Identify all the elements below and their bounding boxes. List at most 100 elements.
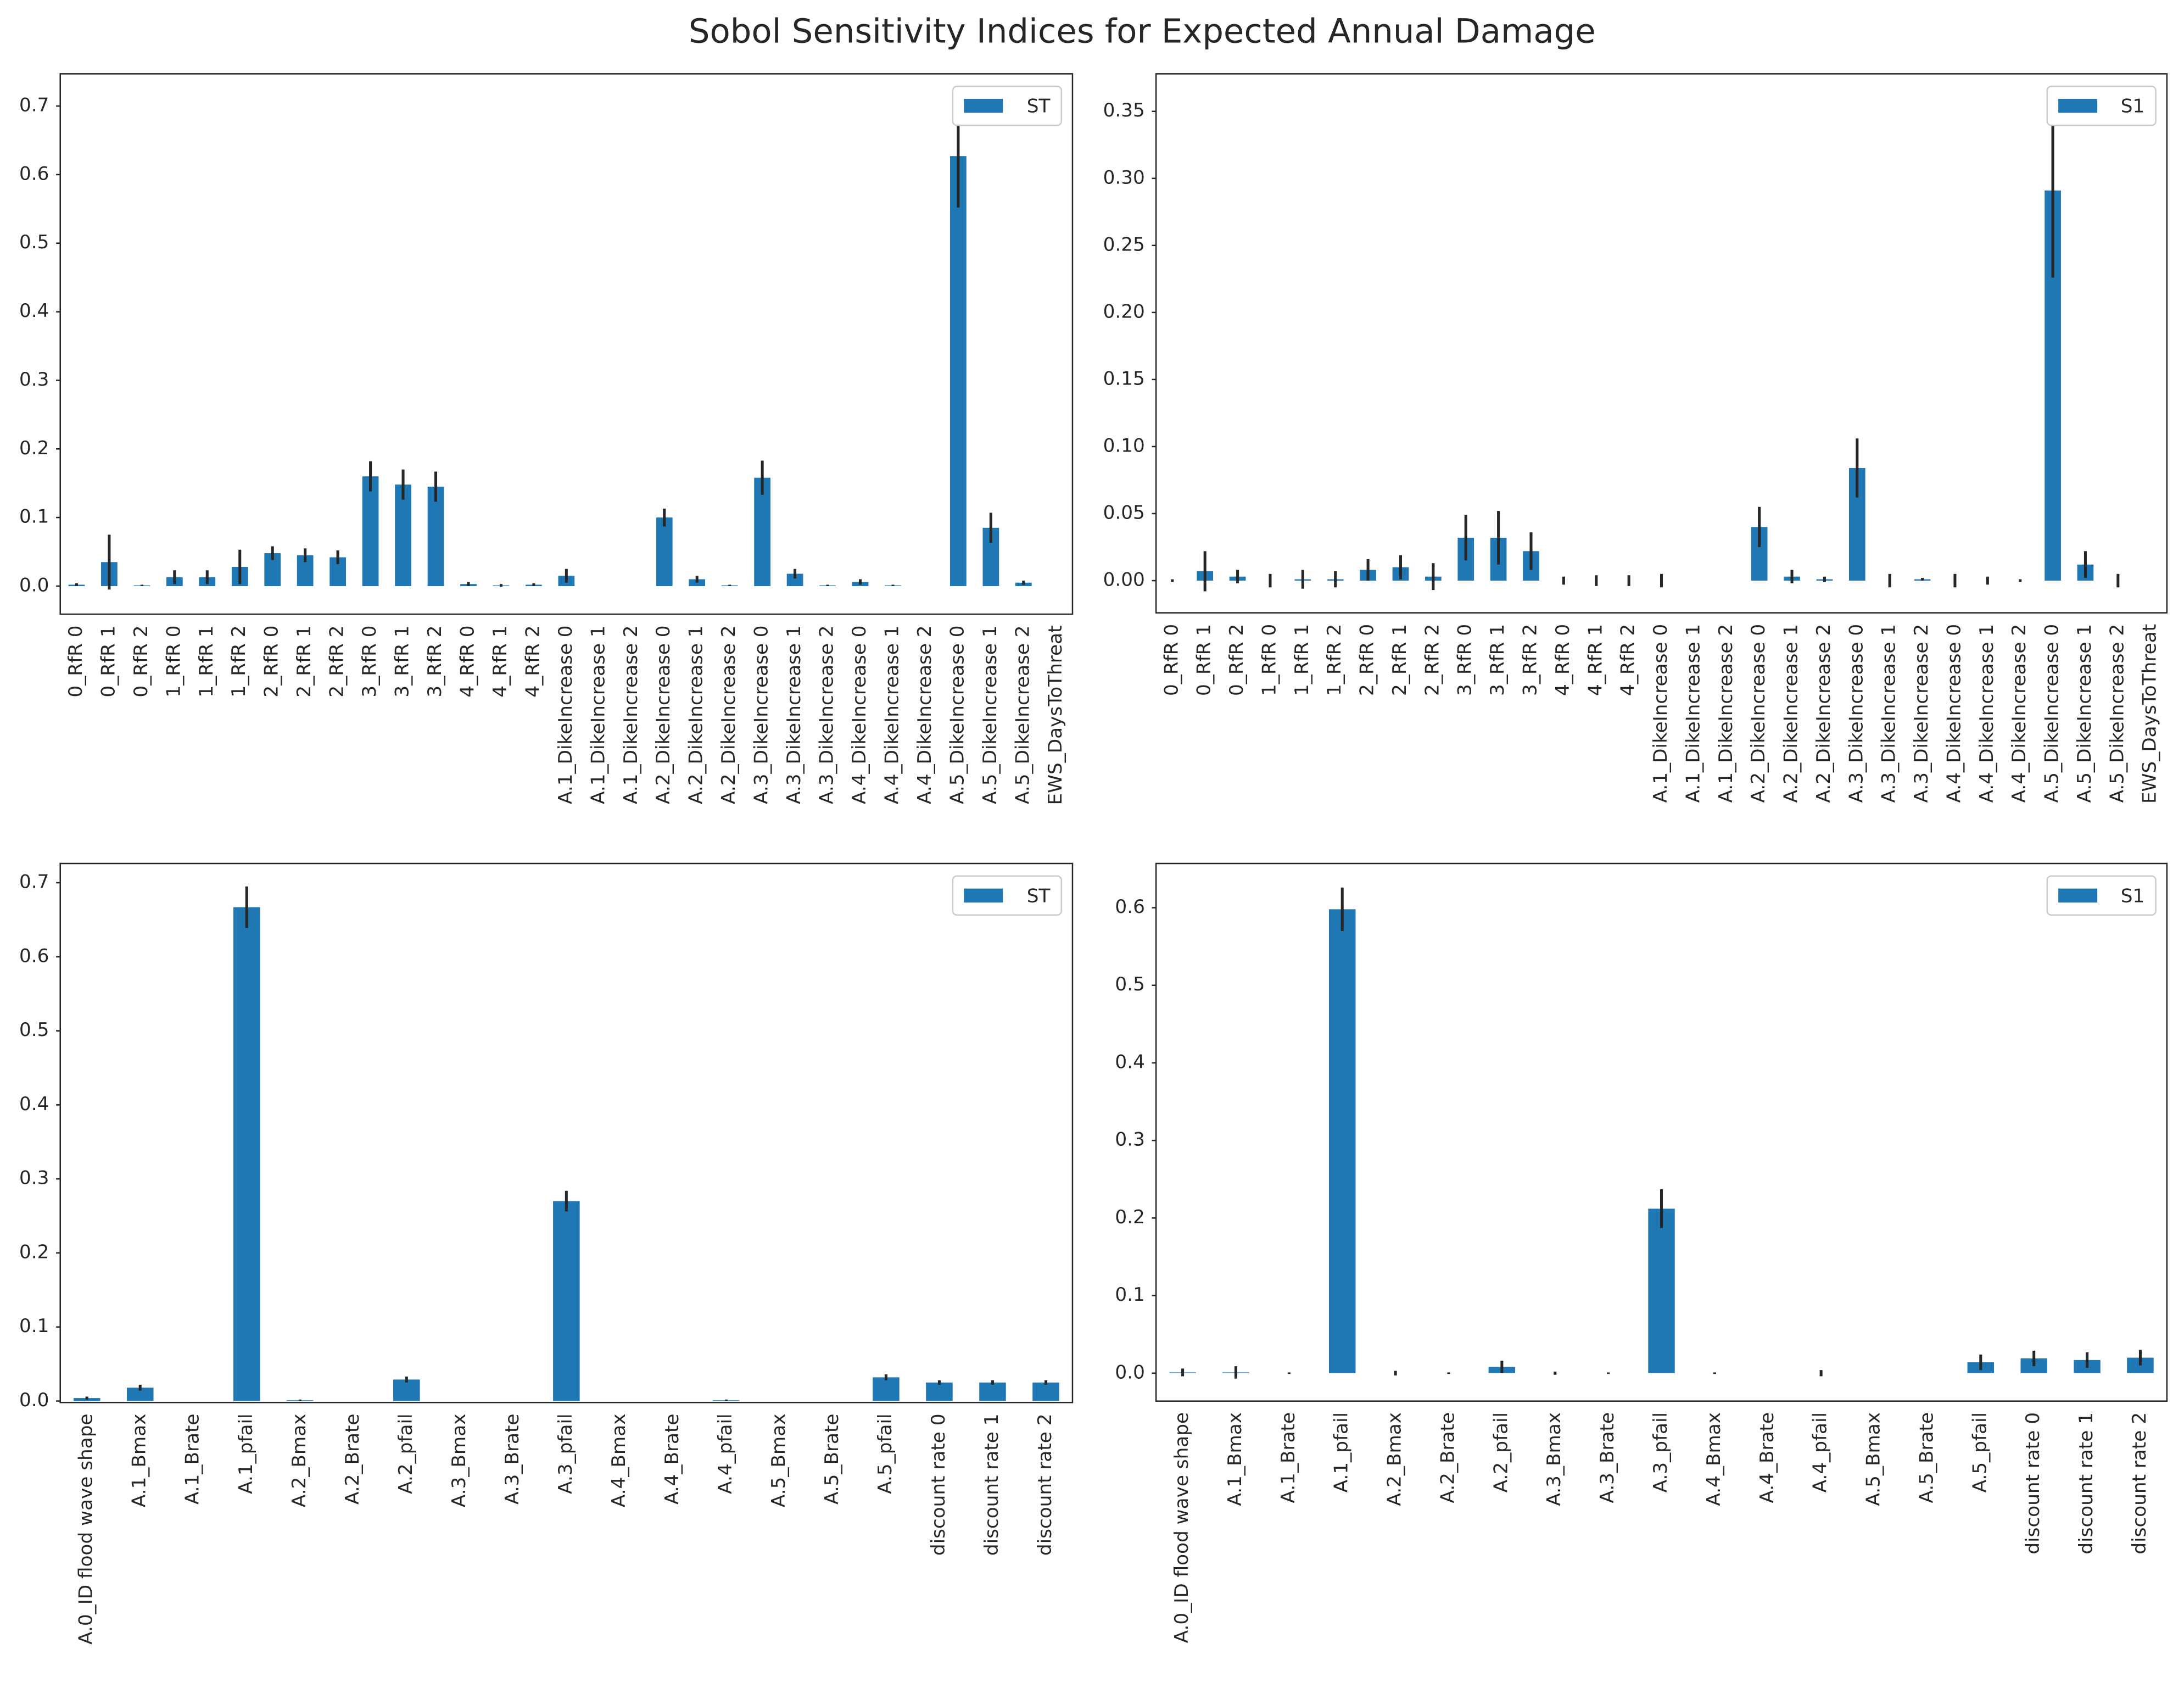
plot-frame xyxy=(1155,73,2168,614)
bar xyxy=(1032,1382,1059,1401)
bar xyxy=(1648,1208,1675,1373)
y-tick-label: 0.5 xyxy=(19,231,49,253)
x-tick-label: 3_RfR 2 xyxy=(424,625,446,697)
legend-swatch xyxy=(2058,99,2098,113)
x-tick-label: 0_RfR 0 xyxy=(1160,624,1182,696)
legend-box xyxy=(952,85,1062,126)
legend-label: ST xyxy=(1027,96,1051,118)
x-tick-label: EWS_DaysToThreat xyxy=(1044,625,1066,805)
x-tick-label: A.5_DikeIncrease 1 xyxy=(2074,624,2096,803)
bar xyxy=(395,484,411,586)
x-tick-label: A.1_Brate xyxy=(1277,1412,1299,1503)
bar xyxy=(786,573,803,586)
y-tick-label: 0.4 xyxy=(1115,1051,1144,1073)
x-tick-label: 3_RfR 1 xyxy=(392,625,414,697)
y-tick-label: 0.5 xyxy=(19,1019,49,1041)
x-tick-label: A.1_Brate xyxy=(182,1414,204,1505)
y-tick-label: 0.1 xyxy=(19,1315,49,1337)
y-tick-label: 0.3 xyxy=(1115,1129,1144,1151)
y-tick-label: 0.0 xyxy=(1115,1361,1144,1383)
x-tick-label: 1_RfR 0 xyxy=(163,625,185,697)
y-tick-label: 0.00 xyxy=(1103,569,1145,591)
y-tick-label: 0.6 xyxy=(19,945,49,967)
x-tick-label: A.4_DikeIncrease 0 xyxy=(848,625,870,804)
x-tick-label: A.4_DikeIncrease 1 xyxy=(881,625,903,804)
x-tick-label: A.3_DikeIncrease 2 xyxy=(816,625,838,804)
x-tick-label: A.5_Brate xyxy=(1915,1412,1937,1503)
y-tick-label: 0.4 xyxy=(19,300,49,322)
y-tick-label: 0.15 xyxy=(1103,367,1145,389)
x-tick-label: A.5_pfail xyxy=(1969,1412,1991,1492)
x-tick-label: A.4_DikeIncrease 1 xyxy=(1976,624,1998,803)
y-tick-label: 0.6 xyxy=(19,163,49,185)
x-tick-label: A.5_Bmax xyxy=(1863,1412,1885,1506)
legend-swatch xyxy=(964,99,1003,113)
x-tick-label: A.1_Bmax xyxy=(1224,1412,1246,1506)
y-tick-label: 0.2 xyxy=(19,437,49,459)
x-tick-label: A.3_DikeIncrease 0 xyxy=(751,625,773,804)
bar xyxy=(873,1377,900,1401)
bar xyxy=(362,476,379,586)
x-tick-label: A.4_Brate xyxy=(1756,1412,1778,1503)
x-tick-label: 2_RfR 0 xyxy=(1356,624,1378,696)
x-tick-label: 1_RfR 2 xyxy=(1323,624,1345,696)
x-tick-label: discount rate 2 xyxy=(2129,1412,2151,1555)
legend-swatch xyxy=(964,888,1003,903)
x-tick-label: discount rate 0 xyxy=(928,1414,949,1556)
x-tick-label: 0_RfR 2 xyxy=(1226,624,1248,696)
x-tick-label: discount rate 0 xyxy=(2022,1412,2044,1555)
x-tick-label: A.5_Brate xyxy=(821,1414,843,1505)
x-tick-label: A.1_Bmax xyxy=(129,1414,150,1508)
x-tick-label: discount rate 1 xyxy=(981,1414,1003,1556)
y-tick-label: 0.30 xyxy=(1103,166,1145,188)
bar xyxy=(427,486,444,586)
x-tick-label: A.4_DikeIncrease 2 xyxy=(914,625,936,804)
x-tick-label: EWS_DaysToThreat xyxy=(2139,624,2161,804)
x-tick-label: A.2_DikeIncrease 0 xyxy=(1747,624,1769,803)
y-tick-label: 0.20 xyxy=(1103,300,1145,322)
y-tick-label: 0.05 xyxy=(1103,502,1145,523)
x-tick-label: A.2_DikeIncrease 0 xyxy=(652,625,674,804)
x-tick-label: 0_RfR 2 xyxy=(130,625,152,697)
x-tick-label: A.2_pfail xyxy=(395,1414,417,1494)
x-tick-label: discount rate 1 xyxy=(2075,1412,2097,1555)
x-tick-label: A.5_DikeIncrease 0 xyxy=(2041,624,2063,803)
x-tick-label: A.2_DikeIncrease 1 xyxy=(685,625,707,804)
x-tick-label: A.2_DikeIncrease 1 xyxy=(1780,624,1802,803)
plot-frame xyxy=(59,73,1074,615)
x-tick-label: A.5_DikeIncrease 1 xyxy=(979,625,1001,804)
x-tick-label: A.5_DikeIncrease 2 xyxy=(1012,625,1034,804)
x-tick-label: A.1_DikeIncrease 0 xyxy=(1650,624,1672,803)
x-tick-label: A.1_DikeIncrease 2 xyxy=(1715,624,1737,803)
x-tick-label: 3_RfR 2 xyxy=(1519,624,1541,696)
x-tick-label: A.3_DikeIncrease 0 xyxy=(1845,624,1867,803)
x-tick-label: 0_RfR 1 xyxy=(1193,624,1215,696)
legend-swatch xyxy=(2058,888,2098,903)
x-tick-label: A.3_Bmax xyxy=(448,1414,470,1508)
x-tick-label: A.3_DikeIncrease 2 xyxy=(1911,624,1932,803)
legend-label: ST xyxy=(1027,885,1051,907)
x-tick-label: A.2_DikeIncrease 2 xyxy=(718,625,740,804)
x-tick-label: 3_RfR 0 xyxy=(1454,624,1476,696)
x-tick-label: 2_RfR 1 xyxy=(293,625,315,697)
x-tick-label: A.1_DikeIncrease 1 xyxy=(1682,624,1704,803)
x-tick-label: 2_RfR 1 xyxy=(1389,624,1411,696)
x-tick-label: A.3_Brate xyxy=(1596,1412,1618,1503)
x-tick-label: 1_RfR 2 xyxy=(228,625,250,697)
x-tick-label: A.5_Bmax xyxy=(768,1414,790,1508)
y-tick-label: 0.3 xyxy=(19,1167,49,1189)
legend-label: S1 xyxy=(2121,96,2145,118)
x-tick-label: A.3_Brate xyxy=(501,1414,523,1505)
x-tick-label: 3_RfR 0 xyxy=(359,625,381,697)
x-tick-label: 4_RfR 0 xyxy=(1552,624,1574,696)
plot-frame xyxy=(1155,862,2168,1402)
x-tick-label: 1_RfR 0 xyxy=(1258,624,1280,696)
x-tick-label: A.4_pfail xyxy=(1809,1412,1831,1492)
bar xyxy=(553,1201,580,1401)
bar xyxy=(926,1382,953,1401)
y-tick-label: 0.25 xyxy=(1103,233,1145,255)
bar xyxy=(689,579,706,586)
x-tick-label: A.4_Bmax xyxy=(1703,1412,1725,1506)
x-tick-label: 4_RfR 2 xyxy=(1617,624,1639,696)
